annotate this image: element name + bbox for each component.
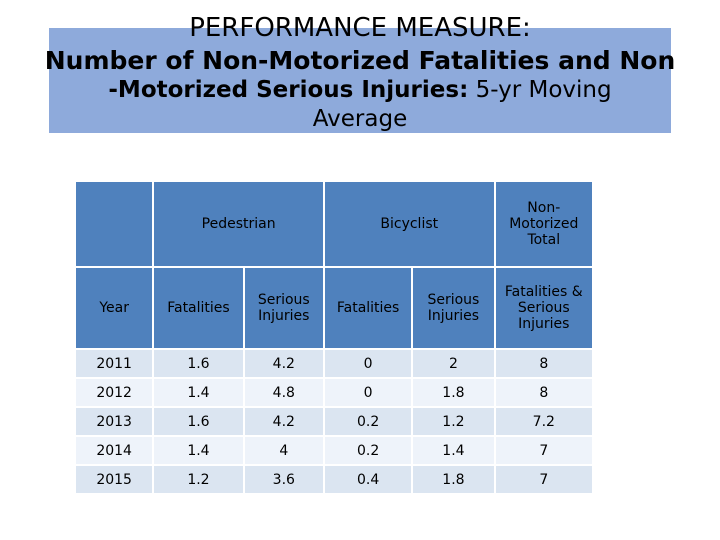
- title-line-2: Number of Non-Motorized Fatalities and N…: [44, 45, 676, 75]
- title-band: [49, 28, 671, 133]
- header-total: Fatalities & Serious Injuries: [495, 268, 592, 348]
- title-line-3: -Motorized Serious Injuries: 5-yr Moving: [0, 76, 720, 105]
- cell-ped-serious: 4: [244, 437, 323, 464]
- cell-year: 2014: [76, 437, 153, 464]
- title-line-3-bold: -Motorized Serious Injuries:: [108, 76, 469, 103]
- header-ped-serious: Serious Injuries: [244, 268, 323, 348]
- cell-total: 8: [495, 379, 592, 406]
- cell-ped-fatalities: 1.2: [154, 466, 243, 493]
- header-ped-fatalities: Fatalities: [154, 268, 243, 348]
- cell-total: 7.2: [495, 408, 592, 435]
- title-line-1: PERFORMANCE MEASURE:: [189, 13, 531, 43]
- cell-total: 7: [495, 437, 592, 464]
- cell-ped-fatalities: 1.6: [154, 408, 243, 435]
- cell-bike-fatalities: 0.2: [324, 437, 412, 464]
- data-table: Pedestrian Bicyclist Non-Motorized Total…: [74, 180, 594, 495]
- cell-total: 8: [495, 350, 592, 377]
- group-header-row: Pedestrian Bicyclist Non-Motorized Total: [76, 182, 592, 266]
- cell-year: 2015: [76, 466, 153, 493]
- table-row: 2012 1.4 4.8 0 1.8 8: [76, 379, 592, 406]
- cell-year: 2011: [76, 350, 153, 377]
- cell-ped-fatalities: 1.6: [154, 350, 243, 377]
- cell-total: 7: [495, 466, 592, 493]
- header-nonmotorized-total: Non-Motorized Total: [495, 182, 592, 266]
- header-blank: [76, 182, 153, 266]
- title-line-3-normal: 5-yr Moving: [475, 76, 612, 103]
- table-row: 2015 1.2 3.6 0.4 1.8 7: [76, 466, 592, 493]
- cell-bike-fatalities: 0.2: [324, 408, 412, 435]
- cell-ped-fatalities: 1.4: [154, 379, 243, 406]
- cell-ped-fatalities: 1.4: [154, 437, 243, 464]
- cell-bike-fatalities: 0: [324, 379, 412, 406]
- cell-ped-serious: 4.2: [244, 408, 323, 435]
- cell-year: 2012: [76, 379, 153, 406]
- cell-ped-serious: 4.8: [244, 379, 323, 406]
- cell-bike-fatalities: 0: [324, 350, 412, 377]
- header-pedestrian: Pedestrian: [154, 182, 323, 266]
- table-row: 2013 1.6 4.2 0.2 1.2 7.2: [76, 408, 592, 435]
- sub-header-row: Year Fatalities Serious Injuries Fatalit…: [76, 268, 592, 348]
- title-line-4: Average: [312, 105, 408, 132]
- header-bike-fatalities: Fatalities: [324, 268, 412, 348]
- cell-ped-serious: 3.6: [244, 466, 323, 493]
- header-bike-serious: Serious Injuries: [413, 268, 494, 348]
- cell-bike-serious: 1.8: [413, 379, 494, 406]
- cell-bike-fatalities: 0.4: [324, 466, 412, 493]
- cell-bike-serious: 1.8: [413, 466, 494, 493]
- cell-bike-serious: 1.4: [413, 437, 494, 464]
- table-row: 2014 1.4 4 0.2 1.4 7: [76, 437, 592, 464]
- slide-title: PERFORMANCE MEASURE: Number of Non-Motor…: [0, 12, 720, 133]
- cell-year: 2013: [76, 408, 153, 435]
- header-year: Year: [76, 268, 153, 348]
- cell-bike-serious: 1.2: [413, 408, 494, 435]
- table-row: 2011 1.6 4.2 0 2 8: [76, 350, 592, 377]
- cell-bike-serious: 2: [413, 350, 494, 377]
- header-bicyclist: Bicyclist: [324, 182, 494, 266]
- cell-ped-serious: 4.2: [244, 350, 323, 377]
